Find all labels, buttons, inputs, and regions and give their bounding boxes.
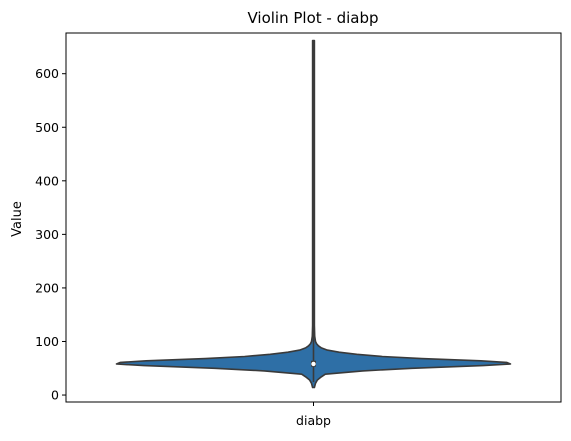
y-tick-label: 0 xyxy=(51,388,59,403)
y-tick-label: 200 xyxy=(35,280,59,295)
y-tick-label: 100 xyxy=(35,334,59,349)
y-tick-label: 400 xyxy=(35,173,59,188)
x-axis: diabp xyxy=(296,402,331,428)
y-tick-label: 500 xyxy=(35,120,59,135)
y-axis: 0 100 200 300 400 500 600 xyxy=(35,66,66,403)
violin-median-point xyxy=(311,361,316,367)
plot-area xyxy=(115,39,512,389)
chart-title: Violin Plot - diabp xyxy=(247,9,378,27)
x-tick-label: diabp xyxy=(296,413,331,428)
y-tick-label: 300 xyxy=(35,227,59,242)
y-tick-label: 600 xyxy=(35,66,59,81)
y-axis-label: Value xyxy=(10,201,25,237)
